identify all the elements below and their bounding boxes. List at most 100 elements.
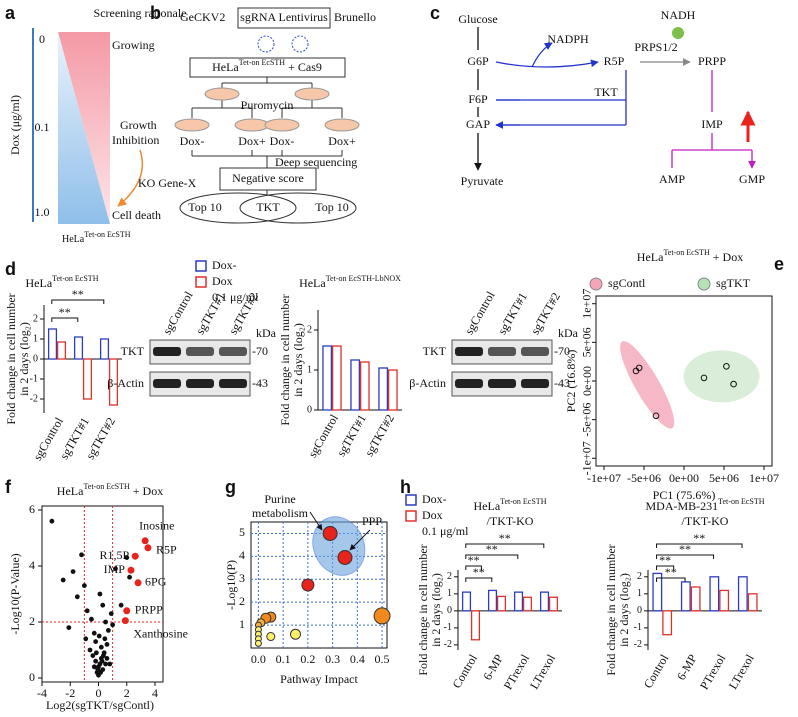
- bar: [73, 336, 84, 360]
- x-axis-label: Pathway Impact: [280, 672, 358, 686]
- y-axis-label: -Log10(P-Value): [8, 553, 22, 634]
- x-tick-label: 6-MP: [674, 652, 700, 683]
- overlap: TKT: [256, 200, 280, 214]
- panel-label: h: [400, 477, 411, 497]
- point: [87, 647, 93, 653]
- state: Cell death: [112, 208, 161, 222]
- x-tick-label: LTrexol: [726, 651, 757, 691]
- venn-left: [179, 192, 297, 224]
- point: [635, 364, 643, 372]
- point: [103, 661, 108, 667]
- y-tick-label: 5: [239, 525, 245, 539]
- protein: TKT: [121, 344, 145, 358]
- dishes: [174, 87, 360, 132]
- state: Growing: [112, 38, 155, 52]
- title: Screening rationale: [94, 6, 187, 20]
- legend-swatch: [589, 277, 603, 291]
- x-tick-label: 0e+00: [669, 471, 699, 485]
- band: [186, 379, 214, 388]
- lane-label: sgTKT#1: [193, 290, 228, 337]
- bar: [652, 572, 663, 612]
- legend-label: Dox-: [422, 492, 447, 506]
- legend-label: Dox: [422, 508, 443, 522]
- chart-title-part: MDA-MB-231: [646, 499, 719, 513]
- lane-label: sgControl: [160, 288, 196, 337]
- panel-label: c: [430, 3, 440, 23]
- dose: 0.1: [35, 120, 50, 134]
- protein: β-Actin: [409, 376, 446, 390]
- point: [113, 566, 118, 572]
- unit: kDa: [256, 326, 277, 340]
- legend-label: Dox: [212, 274, 233, 288]
- annotation: Purine: [264, 492, 295, 506]
- legend-swatch: [195, 260, 207, 272]
- bar: [359, 361, 370, 411]
- x-axis-label: Log2(sgTKT/sgContl): [46, 698, 154, 712]
- chart-title-part: Tet-on EcSTH: [83, 482, 130, 491]
- band: [186, 347, 214, 356]
- y-tick-label: 2: [307, 324, 312, 335]
- point: [95, 667, 101, 672]
- virus: [257, 35, 275, 53]
- x-tick-label: -5e+06: [627, 471, 661, 485]
- node: IMP: [701, 117, 723, 131]
- legend-label: sgContl: [608, 276, 646, 290]
- point: [81, 583, 87, 588]
- knockout: KO Gene-X: [138, 176, 197, 190]
- bar: [719, 589, 730, 612]
- point: [99, 658, 105, 664]
- highlight: [134, 579, 142, 587]
- sig-label: **: [486, 542, 498, 556]
- bar: [680, 581, 691, 612]
- y-tick-label: -5e+06: [580, 403, 594, 437]
- point: [103, 619, 108, 625]
- sig-bracket: [656, 565, 675, 570]
- point: [49, 518, 55, 524]
- point: [652, 412, 660, 420]
- legend-label: Dox-: [212, 258, 237, 272]
- highlight-label: PRPP: [135, 603, 163, 617]
- highlight: [127, 566, 135, 574]
- point: [66, 625, 72, 630]
- plot-frame: [250, 521, 388, 649]
- point: [96, 633, 102, 639]
- y-tick-label: -2: [30, 393, 38, 404]
- bar: [487, 589, 498, 612]
- band: [219, 379, 247, 388]
- annotation: metabolism: [252, 506, 309, 520]
- bubble: [290, 628, 302, 640]
- band: [455, 379, 483, 388]
- point: [70, 569, 76, 574]
- protein: β-Actin: [107, 376, 144, 390]
- node: R5P: [604, 54, 625, 68]
- panel-label: d: [5, 259, 16, 279]
- overlap: Top 10: [315, 200, 349, 214]
- library: Brunello: [334, 10, 376, 24]
- y-axis-label: -Log10(P): [224, 560, 238, 610]
- y-axis-label: Fold change in cell number: [4, 293, 18, 424]
- chart-title-part: + Dox: [710, 250, 743, 264]
- bar: [47, 328, 58, 360]
- sig-bracket: [465, 554, 519, 559]
- x-tick-label: 6-MP: [480, 652, 506, 683]
- sig-bracket: [656, 577, 686, 582]
- node: F6P: [468, 92, 488, 106]
- bar: [461, 591, 472, 612]
- sig-label: **: [665, 565, 677, 579]
- bubble: [337, 550, 353, 566]
- chart-title: HeLaTet-on EcSTH-LbNOX: [299, 274, 401, 289]
- sig-bracket: [656, 554, 715, 559]
- y-tick-label: -2: [634, 639, 642, 650]
- x-tick-label: 2: [124, 686, 130, 700]
- ko-arrow: [117, 149, 144, 207]
- state: Growth: [120, 118, 157, 132]
- sig-bracket: [656, 543, 743, 548]
- y-tick-label: 2: [447, 571, 452, 582]
- y-tick-label: -1: [30, 373, 38, 384]
- point: [89, 616, 94, 622]
- bubble: [373, 607, 391, 625]
- highlight: [131, 552, 139, 560]
- point: [723, 363, 730, 370]
- chart-title-part: HeLa: [299, 276, 326, 290]
- group-ellipse: [620, 341, 675, 429]
